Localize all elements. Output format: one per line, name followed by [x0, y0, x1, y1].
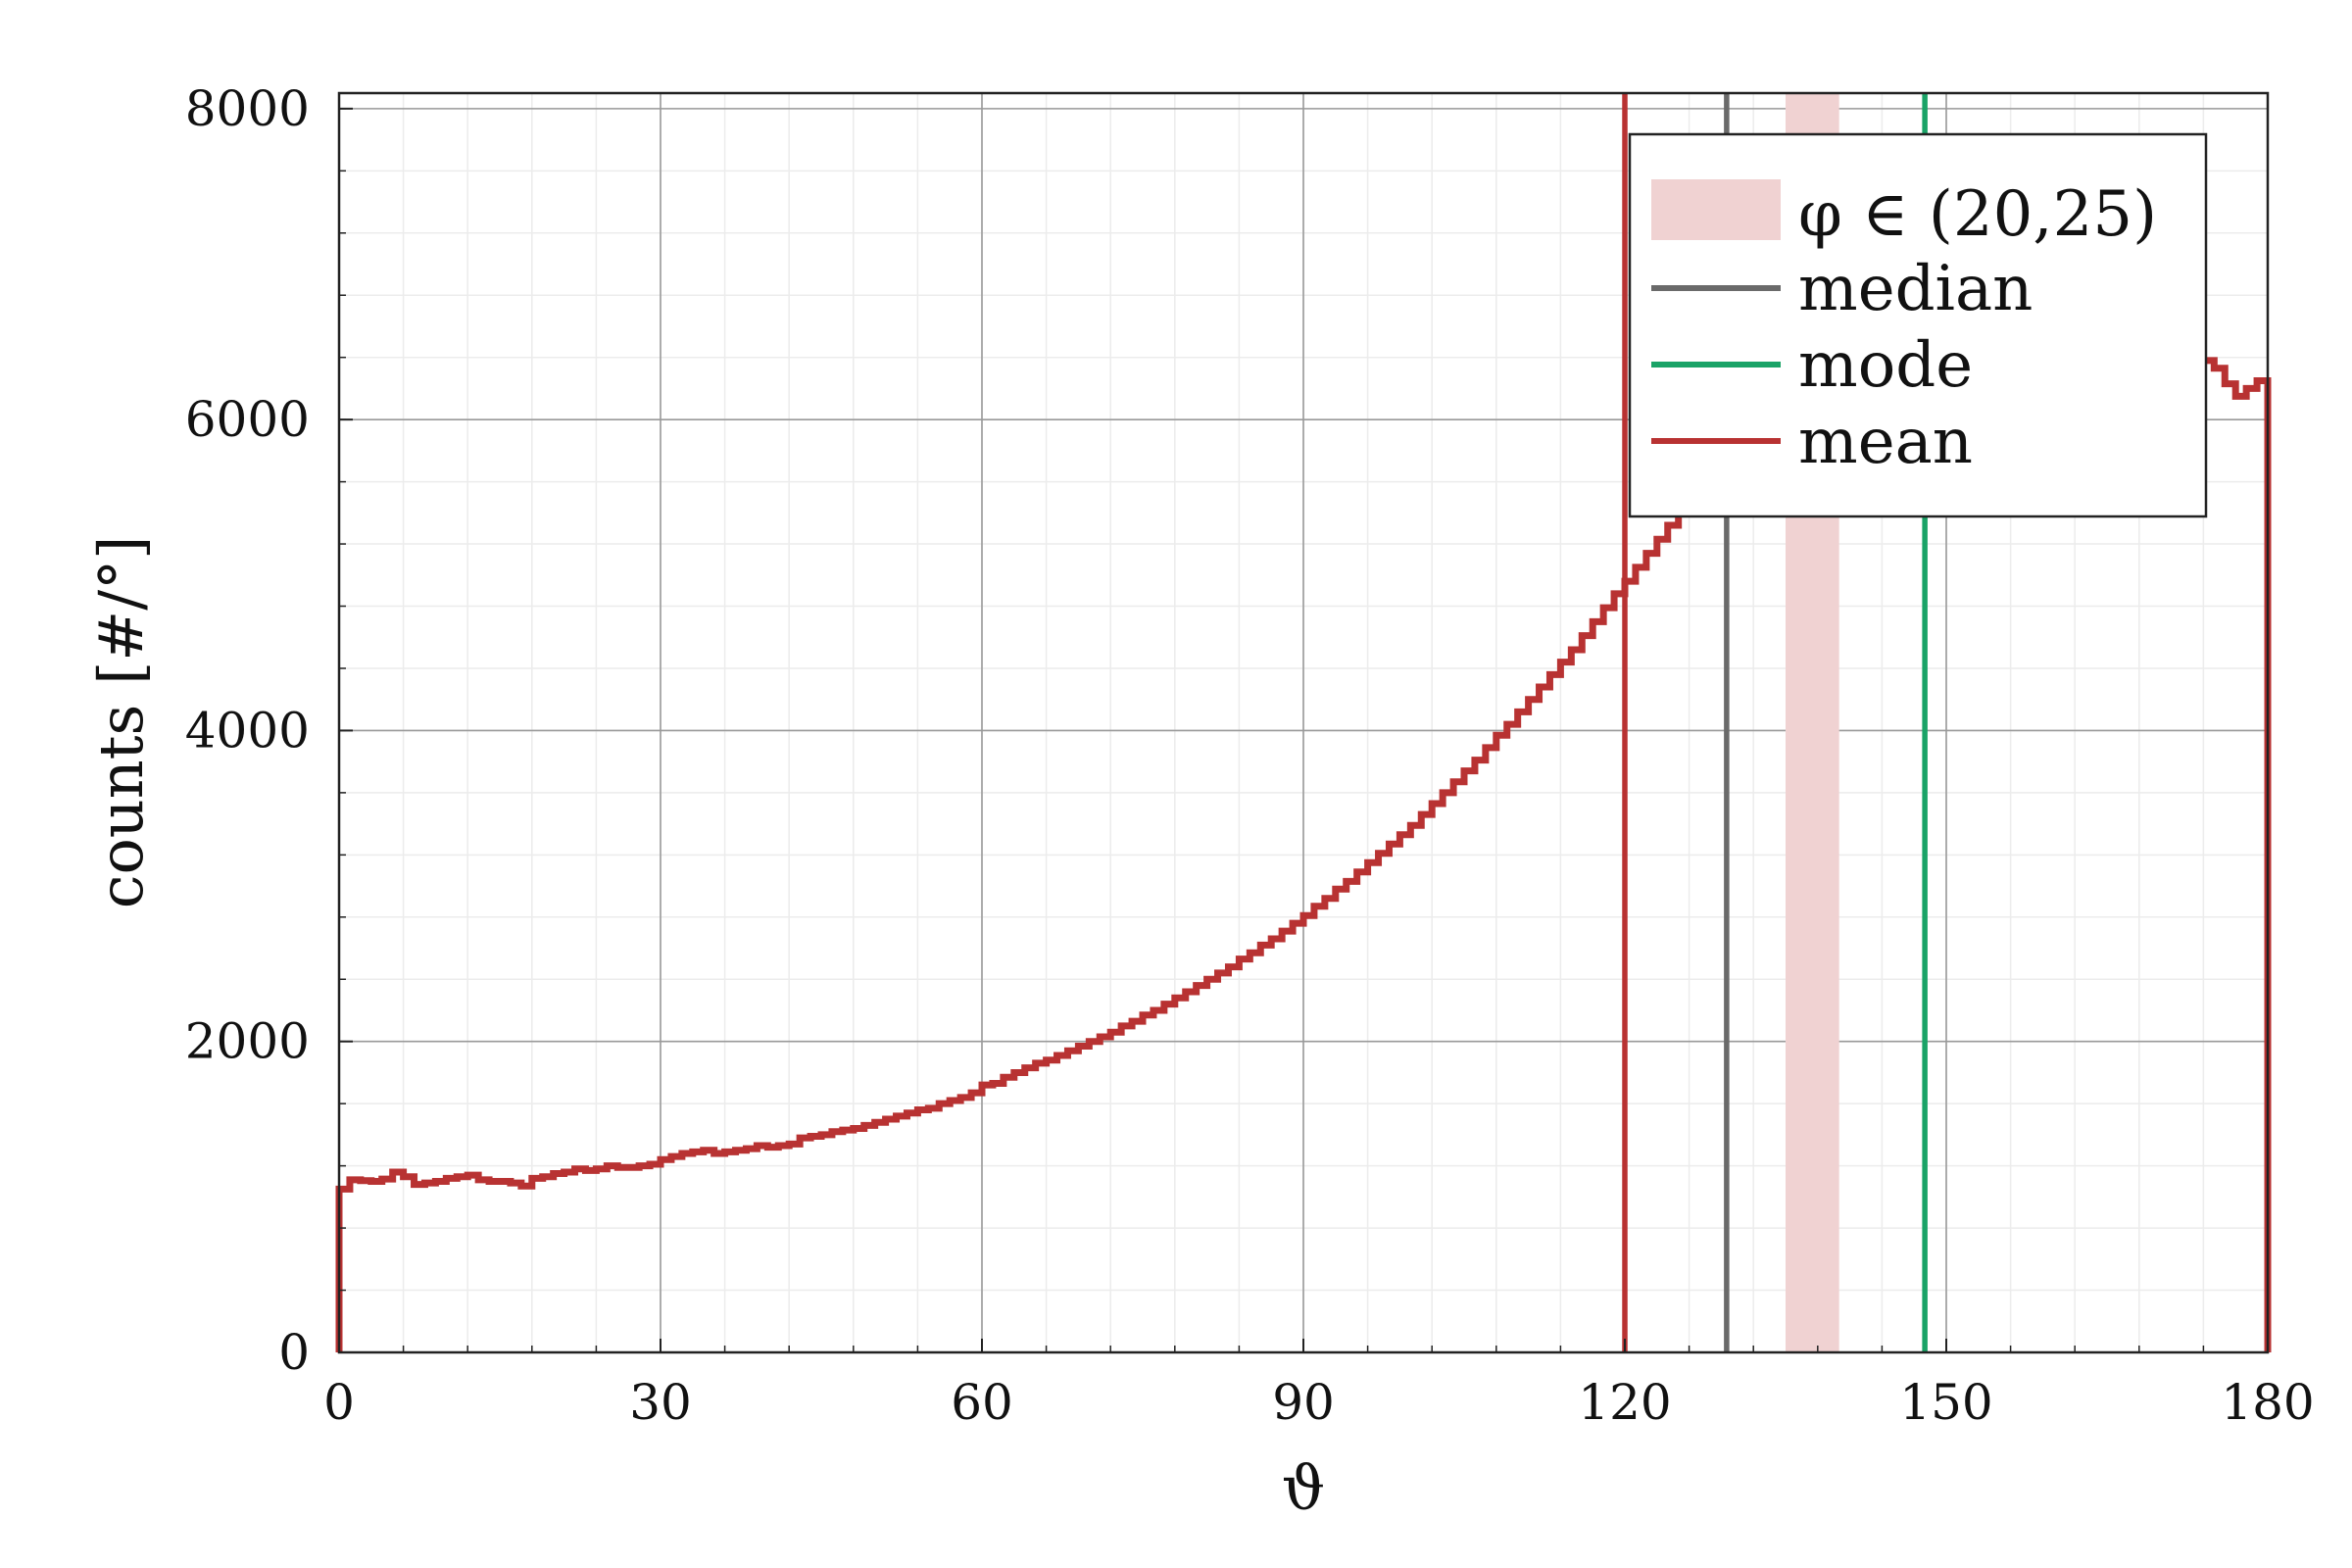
y-tick-label: 0 [278, 1324, 310, 1381]
x-tick-label: 180 [2221, 1374, 2314, 1431]
y-tick-label: 6000 [185, 391, 310, 448]
legend-label-median: median [1798, 253, 2033, 325]
x-tick-label: 90 [1272, 1374, 1335, 1431]
x-tick-label: 0 [323, 1374, 355, 1431]
legend-label-mean: mean [1798, 406, 1973, 478]
y-tick-label: 2000 [185, 1013, 310, 1070]
y-tick-labels: 0 2000 4000 6000 8000 [185, 80, 310, 1381]
axis-ticks [338, 107, 2269, 1353]
y-tick-label: 8000 [185, 80, 310, 137]
x-tick-label: 150 [1899, 1374, 1992, 1431]
x-tick-label: 60 [951, 1374, 1013, 1431]
legend: φ ∈ (20,25) median mode mean [1628, 132, 2208, 518]
legend-label-band: φ ∈ (20,25) [1798, 178, 2157, 251]
y-tick-label: 4000 [185, 702, 310, 759]
x-axis-label: ϑ [1282, 1452, 1325, 1524]
x-tick-label: 120 [1578, 1374, 1671, 1431]
x-tick-label: 30 [629, 1374, 692, 1431]
legend-swatch-band [1651, 179, 1781, 240]
legend-label-mode: mode [1798, 329, 1973, 402]
y-axis-label: counts [#/°] [85, 536, 157, 909]
x-tick-labels: 0 30 60 90 120 150 180 [323, 1374, 2315, 1431]
